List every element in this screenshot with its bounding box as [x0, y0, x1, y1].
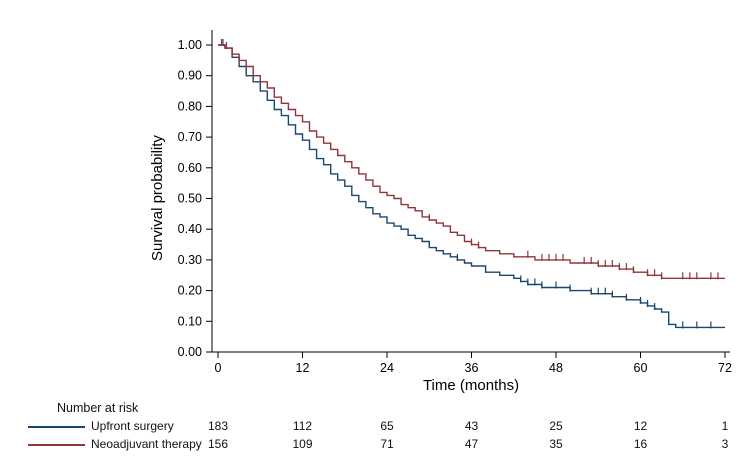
risk-count: 183: [207, 419, 229, 433]
risk-count: 71: [380, 437, 394, 451]
km-chart: 0.00 0.10 0.20 0.30 0.40 0.50 0.60 0.70 0.80 0.90…: [149, 30, 732, 394]
y-axis-title: Survival probability: [149, 135, 166, 261]
y-tick-label: 0.40: [178, 222, 202, 236]
survival-curves: [218, 39, 725, 329]
y-tick-label: 0.30: [178, 253, 202, 267]
risk-row: Neoadjuvant therapy 156 109 71 47 35 16 3: [0, 437, 750, 453]
risk-count: 43: [464, 419, 479, 433]
x-tick-label: 24: [380, 361, 394, 375]
y-tick-label: 0.10: [178, 314, 202, 328]
x-tick-label: 36: [465, 361, 479, 375]
x-axis-title: Time (months): [423, 377, 519, 394]
x-tick-label: 0: [215, 361, 222, 375]
y-tick-label: 1.00: [178, 38, 202, 52]
risk-count: 65: [380, 419, 394, 433]
axes: [211, 30, 730, 353]
y-tick-label: 0.20: [178, 284, 202, 298]
risk-count: 25: [549, 419, 563, 433]
x-axis-ticks: 0 12 24 36 48 60 72: [215, 352, 732, 375]
legend-line-swatch: [28, 426, 85, 428]
risk-count: 16: [633, 437, 648, 451]
risk-count: 1: [721, 419, 729, 433]
risk-group-label: Neoadjuvant therapy: [91, 437, 202, 451]
y-tick-label: 0.00: [178, 345, 202, 359]
risk-count: 109: [292, 437, 313, 451]
y-tick-label: 0.60: [178, 161, 202, 175]
risk-count: 47: [464, 437, 479, 451]
x-tick-label: 48: [549, 361, 563, 375]
x-tick-label: 60: [634, 361, 648, 375]
risk-count: 112: [292, 419, 313, 433]
risk-count: 156: [207, 437, 229, 451]
risk-table-title: Number at risk: [57, 401, 139, 415]
y-tick-label: 0.50: [178, 192, 202, 206]
y-tick-label: 0.80: [178, 99, 202, 113]
risk-count: 12: [633, 419, 648, 433]
x-tick-label: 72: [718, 361, 732, 375]
y-tick-label: 0.70: [178, 130, 202, 144]
survival-curve-neoadjuvant-therapy: [218, 44, 725, 279]
risk-count: 35: [549, 437, 563, 451]
risk-group-label: Upfront surgery: [91, 419, 174, 433]
legend-line-swatch: [28, 444, 85, 446]
x-tick-label: 12: [296, 361, 310, 375]
risk-count: 3: [721, 437, 729, 451]
y-tick-label: 0.90: [178, 69, 202, 83]
risk-row: Upfront surgery 183 112 65 43 25 12 1: [0, 419, 750, 435]
y-axis-ticks: 0.00 0.10 0.20 0.30 0.40 0.50 0.60 0.70 0.80 0.90…: [178, 38, 212, 359]
survival-curve-upfront-surgery: [218, 44, 725, 329]
